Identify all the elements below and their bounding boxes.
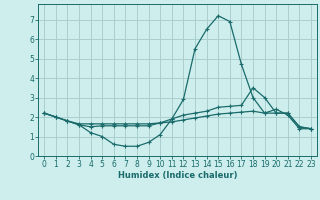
X-axis label: Humidex (Indice chaleur): Humidex (Indice chaleur) (118, 171, 237, 180)
